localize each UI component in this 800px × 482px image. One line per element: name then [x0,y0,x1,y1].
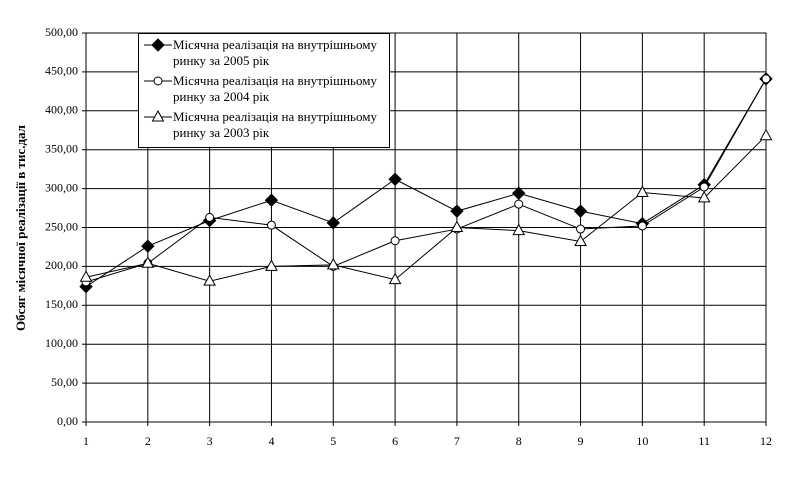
y-tick-label: 0,00 [57,414,78,428]
point [697,190,711,203]
y-tick-label: 500,00 [45,25,78,39]
y-tick-label: 350,00 [45,141,78,155]
point [326,257,340,270]
x-tick-label: 7 [454,434,460,448]
point [574,234,587,247]
point [388,272,402,285]
y-tick-label: 300,00 [45,180,78,194]
series-line [85,78,767,283]
y-axis-label: Обсяг місячної реалізації в тис.дал [13,125,28,331]
legend-label: Місячна реалізація на внутрішньому ринку… [173,37,377,68]
x-tick-label: 2 [145,434,151,448]
point [759,128,773,141]
point [141,239,155,253]
legend-key [144,76,172,86]
point [636,185,649,197]
y-tick-label: 450,00 [45,64,78,78]
point [699,182,709,192]
y-tick-label: 250,00 [45,219,78,233]
x-tick-label: 8 [516,434,522,448]
point [153,76,163,86]
point [573,204,588,218]
x-tick-label: 6 [392,434,398,448]
point [265,259,278,271]
x-tick-label: 4 [268,434,274,448]
point [151,109,165,122]
point [264,193,279,207]
point [205,212,215,222]
y-tick-label: 100,00 [45,336,78,350]
point [326,216,340,230]
y-tick-label: 150,00 [45,297,78,311]
x-tick-label: 3 [207,434,213,448]
point [512,223,526,236]
legend-item: Місячна реалізація на внутрішньому ринку… [143,37,385,69]
legend-label: Місячна реалізація на внутрішньому ринку… [173,109,377,140]
x-tick-label: 9 [578,434,584,448]
point [512,186,526,200]
point [141,256,155,268]
y-tick-label: 50,00 [51,375,78,389]
point [390,236,400,246]
point [79,270,93,282]
x-tick-label: 10 [636,434,648,448]
point [514,199,524,209]
legend-key [144,38,172,52]
point [151,38,165,52]
y-tick-label: 400,00 [45,103,78,117]
point [450,204,464,218]
legend-key [144,109,172,122]
point [388,172,402,186]
point [637,221,647,231]
x-tick-label: 5 [330,434,336,448]
point [203,274,216,286]
point [761,74,771,84]
y-tick-label: 200,00 [45,258,78,272]
legend: Місячна реалізація на внутрішньому ринку… [138,33,390,148]
series-line [85,135,767,282]
x-tick-label: 11 [698,434,710,448]
legend-label: Місячна реалізація на внутрішньому ринку… [173,73,377,104]
x-tick-label: 1 [83,434,89,448]
point [266,220,276,230]
point [450,220,464,232]
x-tick-label: 12 [760,434,772,448]
legend-item: Місячна реалізація на внутрішньому ринку… [143,109,385,141]
point [576,224,586,234]
legend-item: Місячна реалізація на внутрішньому ринку… [143,73,385,105]
